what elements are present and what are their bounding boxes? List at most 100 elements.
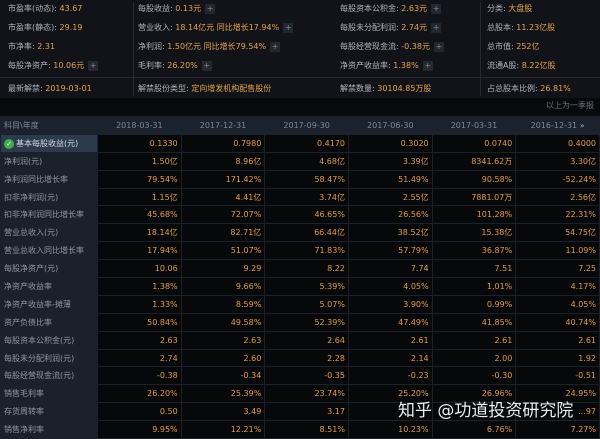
table-cell: 9.66% (180, 277, 266, 296)
table-row[interactable]: 销售净利率 9.95% 12.21% 8.51% 10.23% 6.76% 7.27% (0, 420, 600, 439)
info-label: 总股本: (487, 23, 514, 32)
row-label[interactable]: 销售毛利率 (0, 384, 98, 404)
divider (480, 2, 481, 96)
info-field: 市盈率(动态): 43.67 (8, 2, 82, 16)
plus-icon[interactable]: + (270, 42, 281, 52)
row-label-text: 扣非净利润同比增长率 (4, 210, 84, 220)
info-label: 市盈率(静态): (8, 23, 57, 32)
plus-icon[interactable]: + (431, 4, 442, 14)
table-cell: 0.4170 (264, 133, 349, 153)
row-label-text: 每股未分配利润(元) (4, 353, 75, 363)
table-cell: 6.76% (431, 420, 517, 439)
table-row[interactable]: 扣非净利润同比增长率 45.68% 72.07% 46.65% 26.56% 101.28… (0, 205, 600, 225)
table-row[interactable]: 存货周转率 0.50 3.49 3.17 …97 (0, 402, 600, 422)
column-header[interactable]: 2017-06-30 (347, 116, 433, 135)
column-header[interactable]: 2017-03-31 (431, 116, 517, 135)
table-cell: 54.75亿 (515, 223, 600, 243)
table-row[interactable]: 营业总收入同比增长率 17.94% 51.07% 71.83% 57.79% 36.87%… (0, 241, 600, 261)
unlock-field: 占总股本比例: 26.81% (487, 82, 571, 96)
row-label[interactable]: 扣非净利润(元) (0, 187, 98, 207)
table-cell: -0.23 (347, 366, 433, 386)
info-label: 占总股本比例: (487, 84, 538, 93)
table-cell: 51.49% (347, 169, 433, 189)
plus-icon[interactable]: + (422, 61, 433, 71)
row-label-text: 每股净资产(元) (4, 264, 59, 274)
table-cell: 11.09% (515, 241, 600, 261)
row-label-text: 净资产收益率 (4, 281, 52, 291)
info-label: 解禁股份类型: (138, 84, 189, 93)
table-cell (431, 402, 517, 422)
plus-icon[interactable]: + (201, 61, 212, 71)
row-label[interactable]: 每股经营现金流(元) (0, 366, 98, 386)
table-row[interactable]: 净利润(元) 1.50亿 8.96亿 4.68亿 3.39亿 8341.62万 3.30亿 (0, 151, 600, 171)
table-cell: 40.74% (515, 312, 600, 332)
table-cell: -0.34 (180, 366, 266, 386)
row-label[interactable]: 存货周转率 (0, 402, 98, 422)
plus-icon[interactable]: + (205, 4, 216, 14)
next-page-icon[interactable]: » (579, 120, 585, 130)
row-label[interactable]: 每股资本公积金(元) (0, 330, 98, 350)
row-label[interactable]: 扣非净利润同比增长率 (0, 205, 98, 225)
info-value: 2019-03-01 (45, 84, 92, 93)
table-cell: 7.27% (515, 420, 600, 439)
info-value: 2.31 (37, 42, 56, 51)
table-row[interactable]: 每股未分配利润(元) 2.74 2.60 2.28 2.14 2.00 1.92 (0, 348, 600, 368)
row-label[interactable]: 资产负债比率 (0, 312, 98, 332)
table-row[interactable]: 每股经营现金流(元) -0.38 -0.34 -0.35 -0.23 -0.30 -0.51 (0, 366, 600, 386)
table-cell: 22.31% (515, 205, 600, 225)
row-label[interactable]: 销售净利率 (0, 420, 98, 439)
row-label[interactable]: 每股净资产(元) (0, 259, 98, 279)
info-field: 总股本: 11.23亿股 (487, 21, 555, 35)
row-label-text: 销售净利率 (4, 425, 44, 435)
table-cell: 7.25 (515, 259, 600, 279)
table-row[interactable]: 净利润同比增长率 79.54% 171.42% 58.47% 51.49% 90.58% -… (0, 169, 600, 189)
row-label-text: 净资产收益率-摊薄 (4, 299, 71, 309)
table-cell: 7881.07万 (431, 187, 517, 207)
table-cell: …97 (515, 402, 600, 422)
info-field: 市盈率(静态): 29.19 (8, 21, 82, 35)
info-field: 流通A股: 8.22亿股 (487, 59, 556, 73)
row-label[interactable]: 营业总收入(元) (0, 223, 98, 243)
table-row[interactable]: 净资产收益率-摊薄 1.33% 8.59% 5.07% 3.90% 0.99% 4.05% (0, 294, 600, 314)
table-row[interactable]: 营业总收入(元) 18.14亿 82.71亿 66.44亿 38.52亿 15.38亿 54… (0, 223, 600, 243)
info-label: 最新解禁: (8, 84, 43, 93)
row-label[interactable]: ✓ 基本每股收益(元) (0, 133, 98, 153)
table-row[interactable]: 每股净资产(元) 10.06 9.29 8.22 7.74 7.51 7.25 (0, 259, 600, 279)
plus-icon[interactable]: + (283, 23, 294, 33)
row-label-text: 存货周转率 (4, 407, 44, 417)
plus-icon[interactable]: + (431, 23, 442, 33)
info-label: 净资产收益率: (340, 61, 391, 70)
info-label: 营业收入: (138, 23, 173, 32)
info-field: 净资产收益率: 1.38% + (340, 59, 433, 73)
info-field: 每股收益: 0.13元 + (138, 2, 216, 16)
table-cell: 72.07% (180, 205, 266, 225)
column-header[interactable]: 2016-12-31 » (515, 116, 600, 135)
table-row[interactable]: 资产负债比率 50.84% 49.58% 52.39% 47.49% 41.85% 40.7… (0, 312, 600, 332)
row-label[interactable]: 净资产收益率-摊薄 (0, 294, 98, 314)
table-cell: 0.3020 (347, 133, 433, 153)
plus-icon[interactable]: + (88, 61, 99, 71)
table-row[interactable]: 净资产收益率 1.38% 9.66% 5.39% 4.05% 1.01% 4.17% (0, 277, 600, 296)
table-cell: 1.15亿 (97, 187, 182, 207)
column-header[interactable]: 2017-12-31 (180, 116, 266, 135)
row-label[interactable]: 营业总收入同比增长率 (0, 241, 98, 261)
table-cell: -0.35 (264, 366, 349, 386)
column-header[interactable]: 2017-09-30 (264, 116, 349, 135)
row-label[interactable]: 每股未分配利润(元) (0, 348, 98, 368)
row-label[interactable]: 净利润同比增长率 (0, 169, 98, 189)
row-label[interactable]: 净利润(元) (0, 151, 98, 171)
column-header[interactable]: 2018-03-31 (97, 116, 182, 135)
check-icon: ✓ (4, 138, 14, 149)
plus-icon[interactable]: + (433, 42, 444, 52)
table-cell: 7.74 (347, 259, 433, 279)
row-label-text: 营业总收入同比增长率 (4, 246, 84, 256)
table-cell: 9.95% (97, 420, 182, 439)
info-value: 8.22亿股 (521, 61, 556, 70)
table-row[interactable]: 扣非净利润(元) 1.15亿 4.41亿 3.74亿 2.55亿 7881.07万 2.56… (0, 187, 600, 207)
info-value: 2.63元 (401, 4, 428, 13)
row-label[interactable]: 净资产收益率 (0, 277, 98, 296)
table-row[interactable]: 每股资本公积金(元) 2.63 2.63 2.64 2.61 2.61 2.61 (0, 330, 600, 350)
table-cell: 23.74% (264, 384, 349, 404)
table-row[interactable]: ✓ 基本每股收益(元) 0.1330 0.7980 0.4170 0.3020 0.0740… (0, 133, 600, 153)
info-label: 净利润: (138, 42, 165, 51)
